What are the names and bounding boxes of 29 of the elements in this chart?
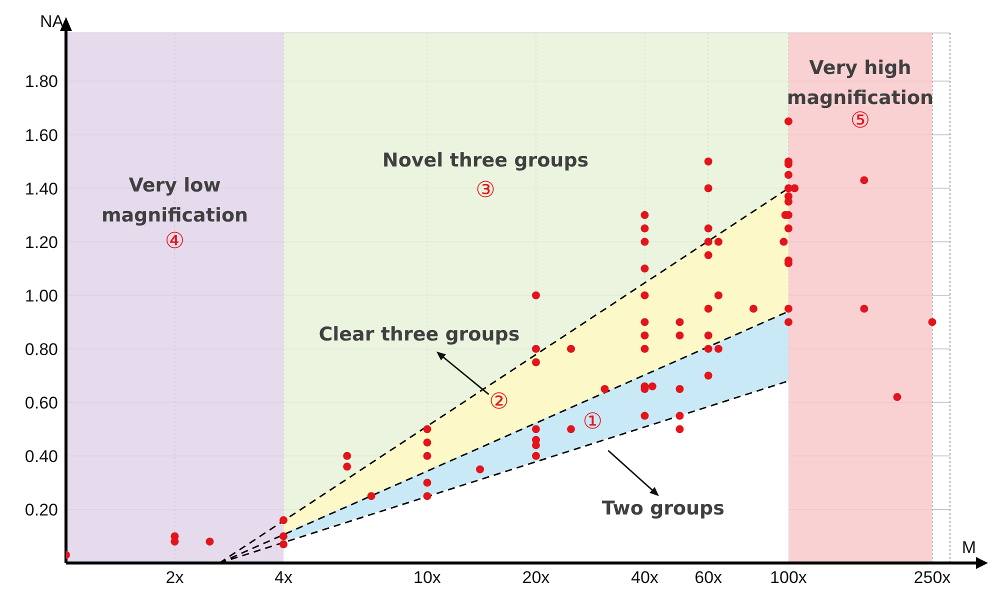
annotation: Very high magnification [786,57,934,110]
annotation: Two groups [602,498,724,520]
x-tick-label: 60x [694,568,723,588]
annotation: ③ [476,178,496,203]
annotation: Very low magnification [101,174,248,227]
annotation: Novel three groups [382,150,589,172]
annotation: Clear three groups [318,324,520,346]
x-tick-label: 4x [274,568,293,588]
y-tick-label: 1.20 [24,232,58,252]
y-tick-label: 1.60 [24,126,58,145]
x-tick-label: 2x [166,568,184,588]
x-tick-label: 40x [631,568,659,588]
y-tick-label: 1.00 [24,286,58,306]
x-tick-label: 250x [914,568,952,588]
x-tick-label: 100x [770,568,808,588]
y-axis-title: NA [40,12,64,31]
x-axis-title: M [962,538,976,557]
annotation: ④ [164,228,185,254]
x-tick-label: 20x [522,568,550,588]
x-tick-label: 10x [414,568,442,588]
y-tick-label: 1.40 [24,179,58,198]
y-tick-label: 0.80 [24,340,58,359]
annotation: ② [489,389,509,414]
y-tick-label: 0.40 [24,446,58,466]
y-tick-label: 0.60 [24,393,58,412]
y-tick-label: 0.20 [24,500,58,520]
annotation: ⑤ [850,108,870,134]
y-tick-label: 1.80 [24,72,58,92]
annotation: ① [582,409,603,434]
